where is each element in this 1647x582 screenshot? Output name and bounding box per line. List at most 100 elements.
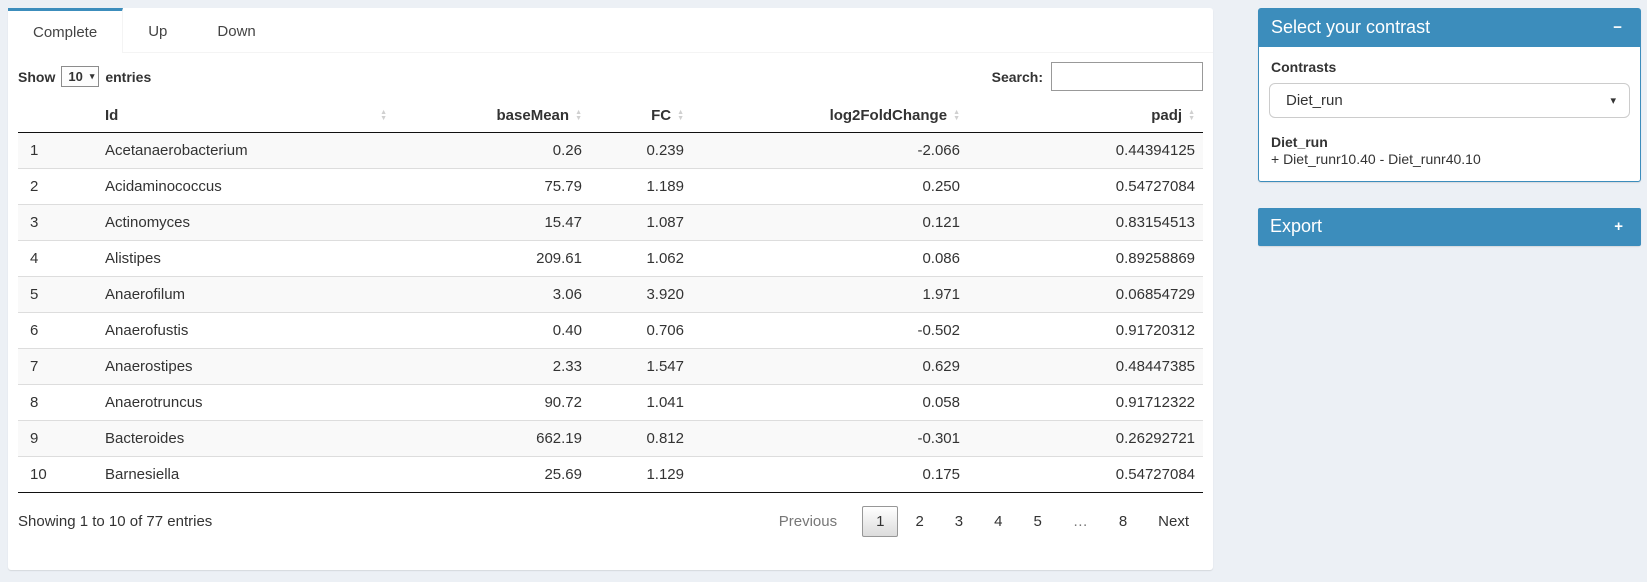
tab-up[interactable]: Up	[123, 8, 192, 52]
cell-padj: 0.26292721	[968, 420, 1203, 457]
cell-fc: 1.087	[590, 204, 692, 241]
search-label: Search:	[991, 68, 1043, 85]
cell-basemean: 3.06	[395, 276, 590, 313]
column-label: Id	[105, 107, 119, 124]
table-footer: Showing 1 to 10 of 77 entries Previous 1 2…	[8, 493, 1213, 537]
contrasts-label: Contrasts	[1271, 59, 1337, 75]
cell-fc: 1.129	[590, 456, 692, 493]
cell-id: Actinomyces	[95, 204, 395, 241]
cell-fc: 1.189	[590, 168, 692, 205]
pagination-button-5[interactable]: 5	[1033, 513, 1042, 530]
cell-rownum: 9	[18, 420, 95, 457]
cell-basemean: 15.47	[395, 204, 590, 241]
table-row[interactable]: 1 Acetanaerobacterium 0.26 0.239 -2.066 0.443…	[18, 132, 1203, 169]
page-length-control: Show 10 ▾ entries	[18, 66, 151, 87]
caret-down-icon: ▾	[1610, 95, 1616, 107]
pagination-button-3[interactable]: 3	[954, 513, 964, 530]
cell-fc: 0.706	[590, 312, 692, 349]
cell-log2foldchange: 0.058	[692, 384, 968, 421]
table-head: Id ▲ ▼ baseMean ▲ ▼	[18, 99, 1203, 133]
pagination-button-next[interactable]: Next	[1158, 513, 1189, 530]
page-length-select[interactable]: 10 ▾	[61, 66, 100, 87]
cell-rownum: 3	[18, 204, 95, 241]
contrast-panel-title: Select your contrast	[1271, 17, 1431, 37]
column-header-padj[interactable]: padj ▲ ▼	[968, 99, 1203, 133]
column-header-id[interactable]: Id ▲ ▼	[95, 99, 395, 133]
cell-padj: 0.91712322	[968, 384, 1203, 421]
column-header-fc[interactable]: FC ▲ ▼	[590, 99, 692, 133]
search-control: Search:	[992, 62, 1203, 91]
cell-id: Barnesiella	[95, 456, 395, 493]
pagination-button-4[interactable]: 4	[994, 513, 1003, 530]
cell-padj: 0.89258869	[968, 240, 1203, 277]
sort-icon: ▲ ▼	[1188, 108, 1195, 122]
cell-log2foldchange: 0.250	[692, 168, 968, 205]
pagination-button-2[interactable]: 2	[915, 513, 924, 530]
contrast-panel-body: Contrasts Diet_run ▾ Diet_run + Diet_run…	[1259, 47, 1640, 181]
pagination-ellipsis: …	[1072, 513, 1088, 530]
cell-fc: 0.239	[646, 142, 684, 159]
table-row[interactable]: 9 Bacteroides 662.19 0.812 -0.301 0.26292721	[18, 420, 1203, 457]
cell-id: Bacteroides	[95, 420, 395, 457]
cell-log2foldchange: 0.175	[692, 456, 968, 493]
cell-fc: 1.062	[590, 240, 692, 277]
cell-log2foldchange: -2.066	[917, 142, 960, 159]
cell-rownum: 2	[18, 168, 95, 205]
cell-rownum: 7	[18, 348, 95, 385]
cell-padj: 0.54727084	[968, 168, 1203, 205]
minus-icon[interactable]: −	[1613, 19, 1622, 36]
export-panel-header[interactable]: Export +	[1258, 208, 1641, 246]
cell-fc: 3.920	[590, 276, 692, 313]
cell-padj: 0.83154513	[968, 204, 1203, 241]
column-header-basemean[interactable]: baseMean ▲ ▼	[395, 99, 590, 133]
cell-rownum: 6	[18, 312, 95, 349]
show-label: Show	[18, 68, 56, 85]
entries-label: entries	[105, 68, 152, 85]
cell-fc: 1.041	[590, 384, 692, 421]
cell-basemean: 25.69	[395, 456, 590, 493]
sort-icon: ▲ ▼	[677, 108, 684, 122]
contrast-panel: Select your contrast − Contrasts Diet_ru…	[1258, 8, 1641, 182]
page-length-value: 10	[68, 69, 83, 84]
cell-rownum: 8	[18, 384, 95, 421]
pagination-button-1[interactable]: 1	[862, 506, 899, 537]
cell-rownum: 5	[18, 276, 95, 313]
tab-bar: Complete Up Down	[8, 8, 1213, 53]
column-label: padj	[1151, 107, 1183, 124]
cell-basemean: 662.19	[395, 420, 590, 457]
table-row[interactable]: 6 Anaerofustis 0.40 0.706 -0.502 0.91720312	[18, 312, 1203, 349]
table-row[interactable]: 2 Acidaminococcus 75.79 1.189 0.250 0.5472708…	[18, 168, 1203, 205]
column-label: log2FoldChange	[829, 107, 948, 124]
table-row[interactable]: 10 Barnesiella 25.69 1.129 0.175 0.54727084	[18, 456, 1203, 493]
contrast-formula: + Diet_runr10.40 - Diet_runr40.10	[1271, 151, 1481, 167]
cell-rownum: 10	[18, 456, 95, 493]
cell-log2foldchange: 1.971	[692, 276, 968, 313]
cell-log2foldchange: 0.121	[692, 204, 968, 241]
pagination-button-8[interactable]: 8	[1118, 513, 1128, 530]
cell-basemean: 209.61	[395, 240, 590, 277]
cell-id: Acidaminococcus	[95, 168, 395, 205]
export-panel: Export +	[1258, 208, 1641, 246]
cell-basemean: 0.40	[395, 312, 590, 349]
contrast-select[interactable]: Diet_run ▾	[1269, 83, 1630, 118]
cell-basemean: 0.26	[552, 142, 582, 159]
column-header-log2foldchange[interactable]: log2FoldChange ▲ ▼	[692, 99, 968, 133]
table-row[interactable]: 3 Actinomyces 15.47 1.087 0.121 0.83154513	[18, 204, 1203, 241]
cell-id: Anaerofilum	[95, 276, 395, 313]
cell-basemean: 75.79	[395, 168, 590, 205]
table-row[interactable]: 4 Alistipes 209.61 1.062 0.086 0.89258869	[18, 240, 1203, 277]
tab-complete[interactable]: Complete	[8, 8, 124, 53]
cell-log2foldchange: -0.301	[692, 420, 968, 457]
table-row[interactable]: 8 Anaerotruncus 90.72 1.041 0.058 0.91712322	[18, 384, 1203, 421]
cell-log2foldchange: 0.086	[692, 240, 968, 277]
table-row[interactable]: 5 Anaerofilum 3.06 3.920 1.971 0.06854729	[18, 276, 1203, 313]
sort-icon: ▲ ▼	[575, 108, 582, 122]
contrast-panel-header: Select your contrast −	[1259, 9, 1640, 47]
column-label: baseMean	[496, 107, 570, 124]
cell-log2foldchange: 0.629	[692, 348, 968, 385]
search-input[interactable]	[1051, 62, 1203, 91]
table-controls: Show 10 ▾ entries Search:	[8, 53, 1213, 99]
tab-down[interactable]: Down	[192, 8, 280, 52]
plus-icon[interactable]: +	[1614, 218, 1623, 235]
table-row[interactable]: 7 Anaerostipes 2.33 1.547 0.629 0.48447385	[18, 348, 1203, 385]
